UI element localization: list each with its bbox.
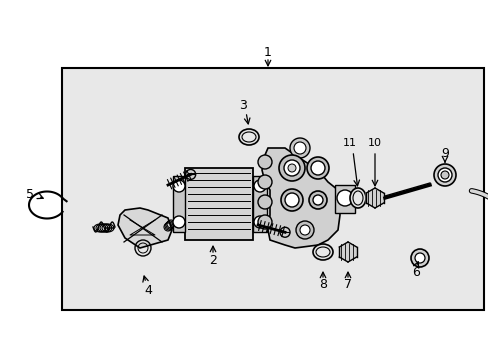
Circle shape (281, 189, 303, 211)
Text: 6: 6 (411, 266, 419, 279)
Bar (62, 68, 483, 310)
Circle shape (440, 171, 448, 179)
Ellipse shape (239, 129, 259, 145)
Text: 9: 9 (440, 147, 448, 159)
Bar (184, 168, 252, 240)
Circle shape (295, 221, 313, 239)
Text: 5: 5 (26, 188, 34, 201)
Circle shape (185, 170, 195, 179)
Ellipse shape (312, 244, 332, 260)
Circle shape (258, 155, 271, 169)
Circle shape (253, 180, 265, 192)
Circle shape (253, 216, 265, 228)
Circle shape (437, 168, 451, 182)
Ellipse shape (242, 132, 256, 142)
Circle shape (285, 193, 298, 207)
Circle shape (336, 190, 352, 206)
Circle shape (173, 180, 184, 192)
Text: 1: 1 (264, 45, 271, 59)
Circle shape (410, 249, 428, 267)
Text: 10: 10 (367, 138, 381, 148)
Ellipse shape (349, 188, 365, 208)
Circle shape (284, 160, 299, 176)
Circle shape (414, 253, 424, 263)
Polygon shape (262, 148, 339, 248)
Circle shape (289, 138, 309, 158)
Bar (173, 176, 184, 232)
Circle shape (258, 215, 271, 229)
Circle shape (258, 195, 271, 209)
Text: 4: 4 (144, 284, 152, 297)
Polygon shape (118, 208, 172, 248)
Circle shape (258, 175, 271, 189)
Text: 7: 7 (343, 279, 351, 292)
Text: 3: 3 (239, 99, 246, 112)
Ellipse shape (315, 247, 329, 257)
Text: 2: 2 (209, 253, 217, 266)
Text: 8: 8 (318, 279, 326, 292)
Circle shape (293, 142, 305, 154)
Circle shape (433, 164, 455, 186)
Circle shape (306, 157, 328, 179)
Circle shape (173, 216, 184, 228)
Circle shape (312, 195, 323, 205)
Circle shape (310, 161, 325, 175)
Circle shape (308, 191, 326, 209)
Circle shape (280, 227, 289, 237)
Circle shape (287, 164, 295, 172)
Polygon shape (366, 188, 383, 208)
Bar (252, 176, 266, 232)
Polygon shape (339, 242, 356, 262)
Text: 11: 11 (342, 138, 356, 148)
Bar (334, 185, 354, 213)
Circle shape (299, 225, 309, 235)
Circle shape (279, 155, 305, 181)
Ellipse shape (352, 191, 362, 205)
